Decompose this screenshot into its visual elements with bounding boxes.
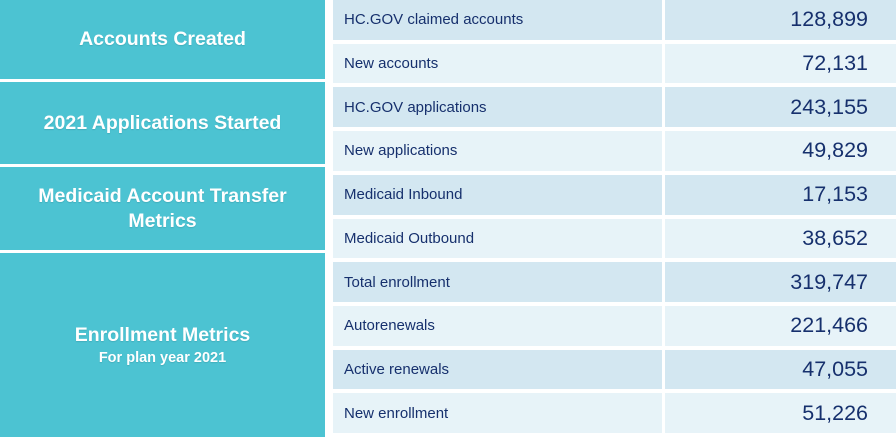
metric-value-cell: 49,829	[665, 131, 896, 171]
group-header-enrollment-metrics: Enrollment Metrics For plan year 2021	[0, 253, 325, 437]
table-row: Medicaid Outbound 38,652	[333, 218, 896, 259]
group-subtitle: For plan year 2021	[98, 349, 227, 366]
group-title: Accounts Created	[79, 28, 246, 51]
table-row: Active renewals 47,055	[333, 349, 896, 390]
group-header-column: Accounts Created 2021 Applications Start…	[0, 0, 325, 437]
group-header-accounts-created: Accounts Created	[0, 0, 325, 79]
metric-label-cell: New enrollment	[333, 393, 662, 434]
table-row: New accounts 72,131	[333, 43, 896, 84]
metric-value-cell: 319,747	[665, 262, 896, 302]
group-header-medicaid-transfer: Medicaid Account Transfer Metrics	[0, 167, 325, 250]
metric-label-cell: HC.GOV claimed accounts	[333, 0, 662, 40]
metric-value-cell: 51,226	[665, 393, 896, 434]
metric-label-cell: Medicaid Outbound	[333, 218, 662, 259]
group-header-applications-started: 2021 Applications Started	[0, 82, 325, 164]
metric-value-cell: 128,899	[665, 0, 896, 40]
table-row: Total enrollment 319,747	[333, 262, 896, 302]
metric-label-cell: Autorenewals	[333, 305, 662, 346]
metric-value-cell: 243,155	[665, 87, 896, 128]
metric-label-cell: HC.GOV applications	[333, 87, 662, 128]
metric-label-cell: Total enrollment	[333, 262, 662, 302]
metric-value-cell: 221,466	[665, 305, 896, 346]
metric-rows: HC.GOV claimed accounts 128,899 New acco…	[333, 0, 896, 434]
metric-label-cell: Active renewals	[333, 349, 662, 390]
table-row: HC.GOV claimed accounts 128,899	[333, 0, 896, 40]
group-title: Medicaid Account Transfer Metrics	[38, 185, 287, 232]
metric-label-cell: Medicaid Inbound	[333, 174, 662, 215]
group-title: 2021 Applications Started	[43, 111, 282, 134]
metric-label-cell: New accounts	[333, 43, 662, 84]
table-row: New enrollment 51,226	[333, 393, 896, 434]
metric-value-cell: 47,055	[665, 349, 896, 390]
table-row: Autorenewals 221,466	[333, 305, 896, 346]
table-row: HC.GOV applications 243,155	[333, 87, 896, 128]
metric-value-cell: 17,153	[665, 174, 896, 215]
metric-value-cell: 72,131	[665, 43, 896, 84]
metric-value-cell: 38,652	[665, 218, 896, 259]
group-title: Enrollment Metrics	[74, 324, 251, 347]
table-row: New applications 49,829	[333, 131, 896, 171]
metric-label-cell: New applications	[333, 131, 662, 171]
table-row: Medicaid Inbound 17,153	[333, 174, 896, 215]
